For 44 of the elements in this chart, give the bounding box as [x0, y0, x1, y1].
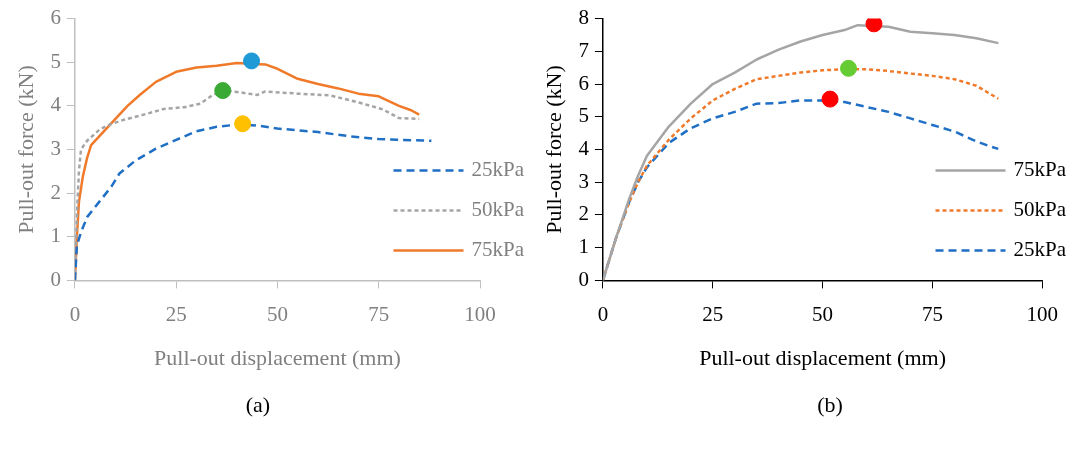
x-tick-label: 25: [702, 301, 724, 326]
legend-label: 75kPa: [1013, 156, 1067, 181]
legend-label: 75kPa: [471, 236, 525, 261]
y-tick-label: 3: [50, 136, 61, 161]
y-tick-label: 4: [578, 136, 590, 161]
legend-label: 50kPa: [1013, 196, 1067, 221]
legend-label: 25kPa: [471, 156, 525, 181]
point: [243, 52, 261, 70]
x-axis-title: Pull-out displacement (mm): [154, 344, 401, 370]
y-tick-label: 3: [578, 168, 589, 193]
point: [865, 18, 883, 33]
x-tick-label: 50: [812, 301, 834, 326]
x-tick-label: 100: [1026, 301, 1058, 326]
y-tick-label: 5: [578, 103, 589, 128]
y-tick-label: 0: [50, 266, 61, 291]
y-tick-label: 1: [50, 223, 61, 248]
x-tick-label: 100: [464, 301, 496, 326]
x-tick-label: 0: [597, 301, 609, 326]
y-tick-label: 4: [50, 92, 62, 117]
x-tick-label: 25: [165, 301, 187, 326]
text: (b): [816, 392, 844, 418]
point: [214, 82, 232, 100]
legend-label: 25kPa: [1013, 236, 1067, 261]
y-tick-label: 1: [578, 234, 589, 259]
y-tick-label: 2: [578, 201, 589, 226]
text: (a): [244, 392, 272, 418]
y-tick-label: 6: [578, 70, 589, 95]
x-tick-label: 75: [921, 301, 943, 326]
y-tick-label: 2: [50, 179, 61, 204]
x-tick-label: 75: [368, 301, 390, 326]
point: [821, 90, 839, 108]
y-tick-label: 0: [578, 266, 589, 291]
y-tick-label: 6: [50, 5, 61, 30]
y-tick-label: 8: [578, 5, 589, 30]
y-tick-label: 7: [578, 37, 589, 62]
x-axis-title: Pull-out displacement (mm): [699, 344, 946, 370]
x-tick-label: 0: [69, 301, 81, 326]
legend-label: 50kPa: [471, 196, 525, 221]
y-tick-label: 5: [50, 48, 61, 73]
point: [840, 59, 857, 77]
point: [234, 115, 252, 133]
x-tick-label: 50: [266, 301, 288, 326]
y-axis-title: Pull-out force (kN): [540, 65, 566, 234]
y-axis-title: Pull-out force (kN): [12, 65, 38, 234]
